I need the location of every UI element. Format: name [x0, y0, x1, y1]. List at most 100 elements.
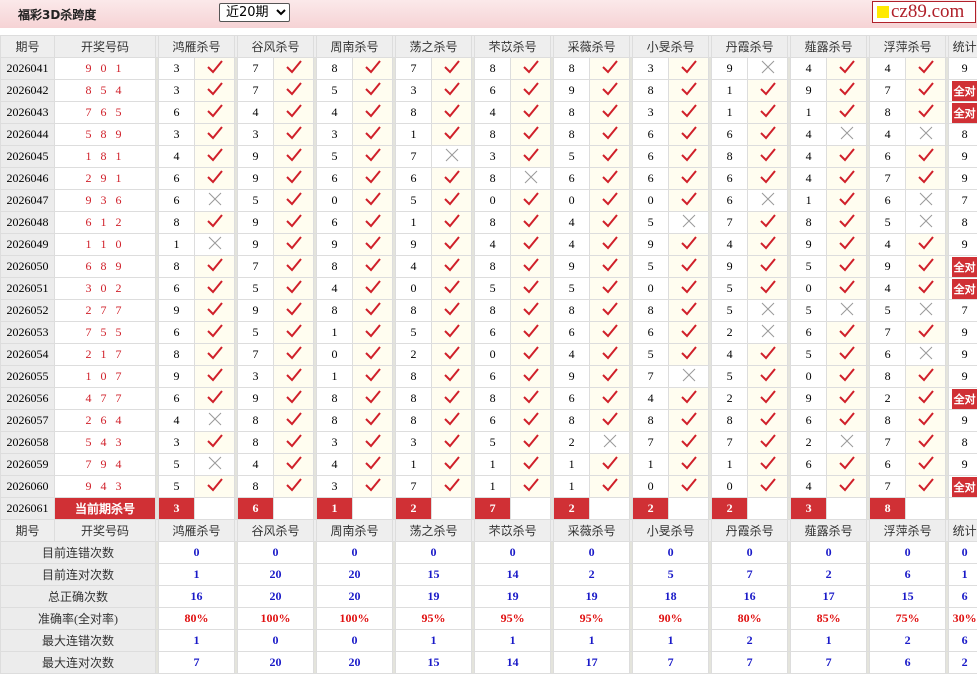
- check-icon: [680, 103, 698, 119]
- period-cell: 2026041: [1, 58, 55, 80]
- header-predictor: 采薇杀号: [554, 520, 630, 542]
- check-icon: [443, 433, 461, 449]
- cross-icon: [918, 301, 934, 317]
- header-predictor: 鸿雁杀号: [159, 36, 235, 58]
- result-mark: [511, 432, 551, 454]
- kill-number: 4: [317, 278, 353, 300]
- result-mark: [353, 388, 393, 410]
- result-mark: [274, 234, 314, 256]
- result-mark: [195, 234, 235, 256]
- kill-number: 6: [791, 322, 827, 344]
- result-mark: [590, 432, 630, 454]
- result-mark: [827, 410, 867, 432]
- stats-value: 1: [159, 630, 235, 652]
- result-mark: [669, 58, 709, 80]
- period-select[interactable]: 近20期: [219, 3, 290, 22]
- kill-number: 7: [633, 366, 669, 388]
- cross-icon: [444, 147, 460, 163]
- result-mark: [590, 146, 630, 168]
- result-mark: [274, 124, 314, 146]
- empty-cell: [590, 498, 630, 520]
- result-mark: [827, 146, 867, 168]
- kill-number: 7: [396, 146, 432, 168]
- winning-code: 7 5 5: [55, 322, 156, 344]
- result-mark: [353, 146, 393, 168]
- kill-number: 6: [633, 146, 669, 168]
- result-mark: [274, 80, 314, 102]
- kill-number: 5: [317, 146, 353, 168]
- kill-number: 0: [633, 476, 669, 498]
- result-mark: [353, 454, 393, 476]
- period-cell: 2026042: [1, 80, 55, 102]
- result-mark: [511, 344, 551, 366]
- check-icon: [206, 103, 224, 119]
- kill-number: 5: [712, 366, 748, 388]
- result-mark: [353, 234, 393, 256]
- stats-total: 2: [949, 652, 977, 674]
- kill-span-table: 期号开奖号码鸿雁杀号谷风杀号周南杀号荡之杀号芣苡杀号采薇杀号小旻杀号丹霞杀号薤露…: [0, 35, 977, 674]
- check-icon: [206, 367, 224, 383]
- header-period: 期号: [1, 36, 55, 58]
- check-icon: [838, 235, 856, 251]
- empty-cell: [827, 498, 867, 520]
- result-mark: [748, 476, 788, 498]
- kill-number: 1: [712, 80, 748, 102]
- result-mark: [590, 322, 630, 344]
- check-icon: [206, 433, 224, 449]
- header-predictor: 周南杀号: [317, 36, 393, 58]
- result-mark: [590, 300, 630, 322]
- kill-number: 4: [870, 124, 906, 146]
- check-icon: [364, 477, 382, 493]
- kill-number: 6: [554, 388, 590, 410]
- period-cell: 2026049: [1, 234, 55, 256]
- result-mark: [590, 102, 630, 124]
- header-stat: 统计: [949, 520, 977, 542]
- check-icon: [601, 103, 619, 119]
- check-icon: [364, 367, 382, 383]
- check-icon: [443, 169, 461, 185]
- check-icon: [522, 433, 540, 449]
- result-mark: [511, 190, 551, 212]
- kill-number: 0: [791, 278, 827, 300]
- period-cell: 2026051: [1, 278, 55, 300]
- result-mark: [432, 410, 472, 432]
- current-kill-number: 1: [317, 498, 353, 520]
- header-period: 期号: [1, 520, 55, 542]
- check-icon: [680, 323, 698, 339]
- stats-value: 19: [396, 586, 472, 608]
- kill-number: 9: [238, 146, 274, 168]
- stats-total: 0: [949, 542, 977, 564]
- check-icon: [522, 477, 540, 493]
- kill-number: 4: [870, 234, 906, 256]
- result-mark: [827, 212, 867, 234]
- check-icon: [443, 279, 461, 295]
- kill-number: 7: [870, 476, 906, 498]
- check-icon: [364, 279, 382, 295]
- check-icon: [759, 279, 777, 295]
- check-icon: [601, 147, 619, 163]
- result-mark: [827, 300, 867, 322]
- header-row: 期号开奖号码鸿雁杀号谷风杀号周南杀号荡之杀号芣苡杀号采薇杀号小旻杀号丹霞杀号薤露…: [1, 520, 977, 542]
- check-icon: [680, 389, 698, 405]
- kill-number: 8: [317, 300, 353, 322]
- kill-number: 3: [633, 58, 669, 80]
- stats-total: 6: [949, 630, 977, 652]
- result-mark: [432, 366, 472, 388]
- header-predictor: 薤露杀号: [791, 36, 867, 58]
- stat-cell: 全对: [949, 388, 977, 410]
- header-predictor: 荡之杀号: [396, 520, 472, 542]
- result-mark: [511, 300, 551, 322]
- check-icon: [680, 169, 698, 185]
- kill-number: 9: [238, 212, 274, 234]
- check-icon: [680, 345, 698, 361]
- kill-number: 6: [159, 168, 195, 190]
- period-cell: 2026061: [1, 498, 55, 520]
- header-predictor: 周南杀号: [317, 520, 393, 542]
- result-mark: [432, 278, 472, 300]
- kill-number: 8: [475, 124, 511, 146]
- result-mark: [748, 80, 788, 102]
- result-mark: [669, 366, 709, 388]
- check-icon: [364, 103, 382, 119]
